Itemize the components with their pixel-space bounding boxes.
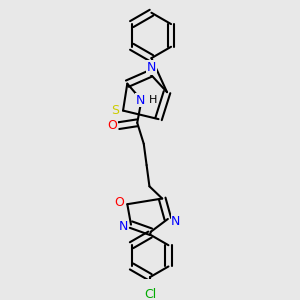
Text: N: N: [147, 61, 156, 74]
Text: S: S: [111, 104, 119, 117]
Text: N: N: [118, 220, 128, 233]
Text: Cl: Cl: [144, 288, 156, 300]
Text: H: H: [149, 95, 158, 105]
Text: O: O: [114, 196, 124, 209]
Text: O: O: [108, 119, 118, 132]
Text: N: N: [171, 215, 181, 228]
Text: N: N: [135, 94, 145, 106]
